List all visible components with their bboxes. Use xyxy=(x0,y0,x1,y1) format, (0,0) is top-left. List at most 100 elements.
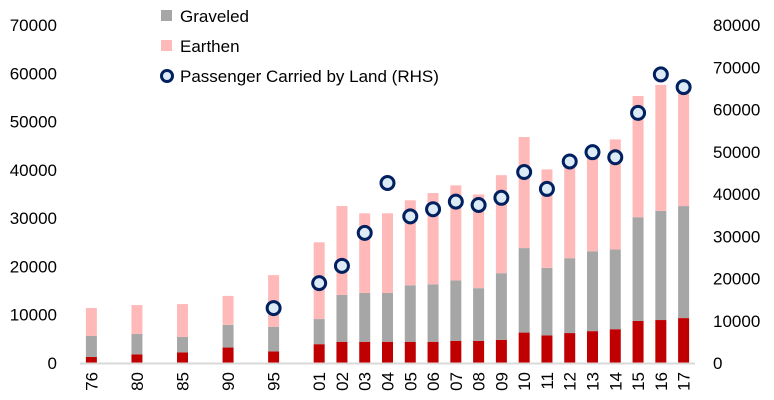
y-tick-label: 30000 xyxy=(10,209,57,228)
bar-bitumen-02 xyxy=(336,341,348,363)
legend-marker-passenger xyxy=(160,69,174,83)
x-tick-label: 14 xyxy=(606,372,625,391)
bar-bitumen-05 xyxy=(404,341,416,363)
y-tick-label: 20000 xyxy=(10,257,57,276)
x-tick-label: 01 xyxy=(310,372,329,391)
y2-tick-label: 70000 xyxy=(713,58,760,77)
bar-earthen-06 xyxy=(427,193,439,285)
y-axis-left: 0 10000 20000 30000 40000 50000 60000 70000 xyxy=(10,16,57,373)
x-tick-label: 80 xyxy=(128,372,147,391)
x-tick-label: 11 xyxy=(538,372,557,390)
bar-earthen-02 xyxy=(336,206,348,295)
point-passenger-08 xyxy=(470,196,487,213)
bar-bitumen-90 xyxy=(222,347,234,363)
y2-tick-label: 10000 xyxy=(713,312,760,331)
point-passenger-05 xyxy=(402,208,419,225)
point-passenger-06 xyxy=(425,201,442,218)
bar-graveled-10 xyxy=(518,248,530,333)
bar-bitumen-01 xyxy=(313,344,325,363)
bar-earthen-04 xyxy=(382,213,393,293)
bar-earthen-76 xyxy=(85,307,97,336)
bar-earthen-05 xyxy=(404,200,416,286)
x-tick-label: 04 xyxy=(379,372,398,391)
bar-earthen-17 xyxy=(678,90,690,207)
bar-earthen-80 xyxy=(131,305,143,335)
x-tick-label: 17 xyxy=(675,372,694,391)
bar-graveled-14 xyxy=(609,249,621,330)
bar-earthen-03 xyxy=(359,213,371,293)
x-tick-label: 13 xyxy=(584,372,603,391)
bar-bitumen-95 xyxy=(268,351,280,363)
bar-graveled-11 xyxy=(541,267,553,336)
y-tick-label: 50000 xyxy=(10,113,57,132)
point-passenger-16 xyxy=(652,66,669,83)
bar-bitumen-80 xyxy=(131,354,143,363)
y-tick-label: 70000 xyxy=(10,16,57,35)
bar-bitumen-76 xyxy=(85,356,97,363)
bar-graveled-17 xyxy=(678,206,690,319)
point-passenger-15 xyxy=(630,104,647,121)
bar-earthen-07 xyxy=(450,185,462,281)
bar-graveled-80 xyxy=(131,334,143,355)
bar-earthen-09 xyxy=(495,175,507,274)
point-passenger-01 xyxy=(311,275,328,292)
x-tick-label: 05 xyxy=(401,372,420,391)
legend: Graveled Earthen Passenger Carried by La… xyxy=(160,7,439,86)
x-tick-label: 10 xyxy=(515,372,534,391)
y-tick-label: 0 xyxy=(48,354,57,373)
bar-earthen-12 xyxy=(564,161,576,259)
point-passenger-95 xyxy=(265,300,282,317)
legend-label-passenger: Passenger Carried by Land (RHS) xyxy=(180,67,439,86)
point-passenger-10 xyxy=(516,164,533,181)
bar-earthen-14 xyxy=(609,139,621,250)
bar-graveled-07 xyxy=(450,280,462,341)
bar-bitumen-07 xyxy=(450,340,462,363)
bar-bitumen-08 xyxy=(473,340,485,363)
y2-tick-label: 40000 xyxy=(713,185,760,204)
legend-swatch-earthen xyxy=(161,40,172,51)
y2-tick-label: 80000 xyxy=(713,16,760,35)
bar-graveled-03 xyxy=(359,292,371,342)
bar-earthen-16 xyxy=(655,84,667,211)
point-passenger-09 xyxy=(493,189,510,206)
bar-bitumen-15 xyxy=(632,320,644,363)
y2-tick-label: 20000 xyxy=(713,270,760,289)
y-tick-label: 60000 xyxy=(10,64,57,83)
bar-earthen-85 xyxy=(177,304,188,337)
bar-graveled-01 xyxy=(313,319,325,345)
x-tick-label: 06 xyxy=(424,372,443,391)
x-tick-label: 95 xyxy=(265,372,284,391)
bar-earthen-15 xyxy=(632,95,644,218)
y2-tick-label: 50000 xyxy=(713,143,760,162)
x-tick-label: 76 xyxy=(82,372,101,391)
point-passenger-14 xyxy=(607,149,624,166)
x-tick-label: 02 xyxy=(333,372,352,391)
legend-label-earthen: Earthen xyxy=(180,37,240,56)
bar-bitumen-10 xyxy=(518,332,530,363)
bar-graveled-15 xyxy=(632,217,644,321)
x-tick-label: 09 xyxy=(492,372,511,391)
bar-bitumen-13 xyxy=(587,331,598,363)
bar-graveled-09 xyxy=(495,273,507,340)
legend-swatch-graveled xyxy=(161,10,172,21)
x-tick-label: 07 xyxy=(447,372,466,391)
markers-layer xyxy=(265,66,692,317)
bar-bitumen-17 xyxy=(678,318,690,363)
bar-graveled-02 xyxy=(336,294,348,342)
bar-graveled-12 xyxy=(564,258,576,334)
y-tick-label: 40000 xyxy=(10,161,57,180)
x-tick-label: 16 xyxy=(652,372,671,391)
bar-graveled-06 xyxy=(427,284,439,342)
bar-bitumen-09 xyxy=(495,339,507,363)
x-tick-label: 12 xyxy=(561,372,580,391)
point-passenger-07 xyxy=(447,193,464,210)
bar-graveled-90 xyxy=(222,324,234,348)
bar-earthen-13 xyxy=(587,151,598,252)
bar-bitumen-11 xyxy=(541,335,553,363)
point-passenger-13 xyxy=(584,144,601,161)
bar-graveled-95 xyxy=(268,326,280,352)
point-passenger-03 xyxy=(356,224,373,241)
bar-earthen-11 xyxy=(541,169,553,268)
y2-tick-label: 0 xyxy=(713,354,722,373)
